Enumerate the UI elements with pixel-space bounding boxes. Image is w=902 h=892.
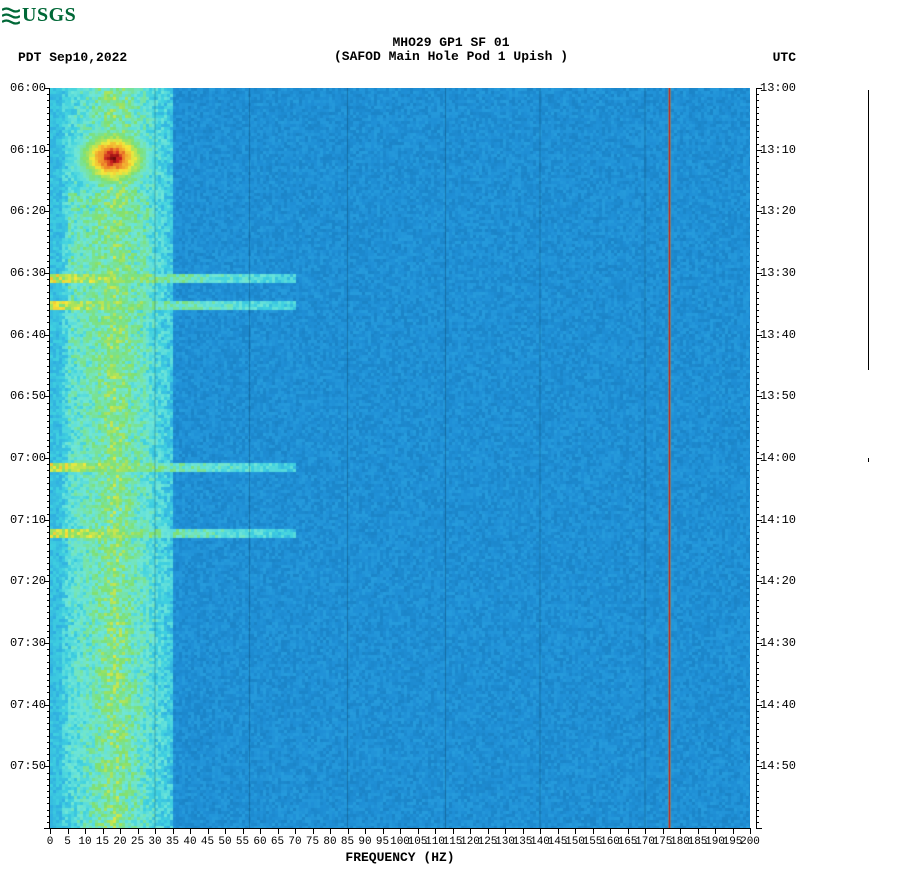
y-left-tick-label: 06:00 (10, 81, 46, 95)
y-left-tick-label: 07:30 (10, 636, 46, 650)
x-tick-label: 45 (201, 836, 214, 848)
left-timezone-label: PDT Sep10,2022 (18, 50, 127, 65)
y-right-tick-label: 13:20 (760, 204, 796, 218)
plot-title: MHO29 GP1 SF 01 (SAFOD Main Hole Pod 1 U… (0, 36, 902, 64)
x-tick-label: 55 (236, 836, 249, 848)
y-right-tick-label: 13:40 (760, 328, 796, 342)
x-tick-label: 25 (131, 836, 144, 848)
y-left-tick-label: 07:00 (10, 451, 46, 465)
x-tick-label: 50 (218, 836, 231, 848)
spectrogram-plot (50, 88, 750, 828)
y-left-tick-label: 07:50 (10, 759, 46, 773)
x-tick-label: 65 (271, 836, 284, 848)
x-tick-label: 5 (64, 836, 71, 848)
x-tick-label: 15 (96, 836, 109, 848)
spectrogram-canvas (50, 88, 750, 828)
x-tick-label: 10 (78, 836, 91, 848)
x-tick-label: 0 (47, 836, 54, 848)
x-tick-label: 70 (288, 836, 301, 848)
y-right-tick-label: 13:10 (760, 143, 796, 157)
y-left-tick-label: 06:10 (10, 143, 46, 157)
usgs-logo: USGS (2, 4, 76, 27)
y-right-tick-label: 13:50 (760, 389, 796, 403)
x-tick-label: 200 (740, 836, 760, 848)
y-right-tick-label: 14:40 (760, 698, 796, 712)
x-tick-label: 40 (183, 836, 196, 848)
usgs-logo-waves (2, 7, 20, 25)
plot-title-line2: (SAFOD Main Hole Pod 1 Upish ) (0, 50, 902, 64)
y-right-tick-label: 14:00 (760, 451, 796, 465)
y-right-tick-label: 14:10 (760, 513, 796, 527)
y-axis-left: 06:0006:1006:2006:3006:4006:5007:0007:10… (0, 88, 50, 828)
x-tick-label: 20 (113, 836, 126, 848)
x-tick-label: 90 (358, 836, 371, 848)
y-right-tick-label: 14:20 (760, 574, 796, 588)
y-right-tick-label: 13:30 (760, 266, 796, 280)
y-left-tick-label: 06:40 (10, 328, 46, 342)
plot-title-line1: MHO29 GP1 SF 01 (0, 36, 902, 50)
y-left-tick-label: 07:40 (10, 698, 46, 712)
y-left-tick-label: 06:20 (10, 204, 46, 218)
y-right-tick-label: 14:50 (760, 759, 796, 773)
x-tick-label: 85 (341, 836, 354, 848)
y-left-tick-label: 06:50 (10, 389, 46, 403)
x-tick-label: 95 (376, 836, 389, 848)
x-tick-label: 30 (148, 836, 161, 848)
x-tick-label: 35 (166, 836, 179, 848)
x-tick-label: 75 (306, 836, 319, 848)
y-left-tick-label: 07:10 (10, 513, 46, 527)
usgs-logo-text: USGS (22, 4, 76, 27)
y-axis-right: 13:0013:1013:2013:3013:4013:5014:0014:10… (756, 88, 816, 828)
x-tick-label: 80 (323, 836, 336, 848)
y-left-tick-label: 07:20 (10, 574, 46, 588)
y-right-tick-label: 14:30 (760, 636, 796, 650)
x-tick-label: 60 (253, 836, 266, 848)
y-right-tick-label: 13:00 (760, 81, 796, 95)
x-axis-label: FREQUENCY (HZ) (50, 850, 750, 865)
right-timezone-label: UTC (773, 50, 796, 65)
y-left-tick-label: 06:30 (10, 266, 46, 280)
